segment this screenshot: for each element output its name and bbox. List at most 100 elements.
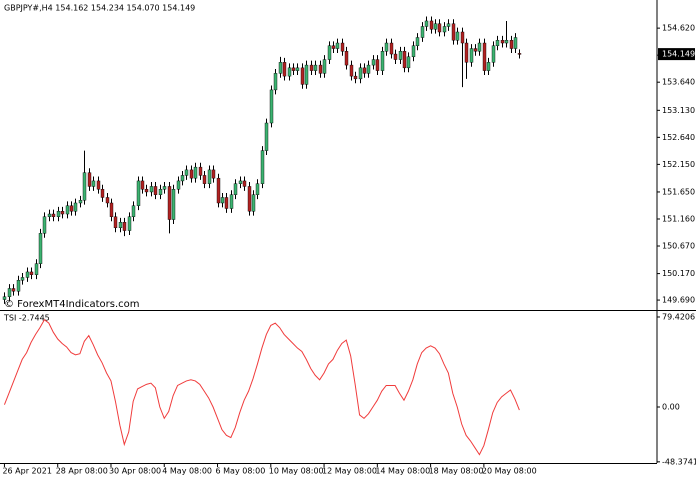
- candle-body: [420, 26, 425, 38]
- candle-body: [131, 205, 136, 217]
- candle-body: [469, 48, 474, 63]
- candle-body: [437, 23, 442, 33]
- y-tick-label: -48.3741: [662, 457, 696, 466]
- x-tick-label: 12 May 08:00: [322, 467, 377, 476]
- candle-body: [340, 42, 345, 52]
- candle-body: [7, 288, 12, 297]
- candle-body: [482, 42, 487, 71]
- candle-body: [153, 186, 158, 195]
- candle-body: [264, 122, 269, 151]
- candle-body: [216, 177, 221, 204]
- y-tick-label: 154.620: [662, 24, 695, 33]
- candle-body: [198, 166, 203, 176]
- indicator-line: [3, 318, 520, 456]
- current-price-box: [658, 48, 695, 61]
- candle-body: [82, 172, 87, 201]
- candle-body: [442, 26, 447, 33]
- candle-body: [500, 40, 505, 44]
- candle-body: [375, 59, 380, 71]
- candle-body: [273, 73, 278, 91]
- candle-body: [224, 197, 229, 209]
- y-tick-label: 152.640: [662, 133, 695, 142]
- candle-body: [65, 205, 70, 215]
- y-tick-label: 153.640: [662, 78, 695, 87]
- candle-body: [278, 62, 283, 74]
- x-tick-label: 20 May 08:00: [482, 467, 537, 476]
- y-tick-label: 152.150: [662, 160, 695, 169]
- candle-body: [309, 64, 314, 71]
- x-tick-label: 6 May 08:00: [216, 467, 266, 476]
- candle-body: [47, 213, 52, 217]
- candle-body: [411, 45, 416, 58]
- candle-body: [406, 56, 411, 69]
- candle-body: [335, 42, 340, 49]
- candle-body: [504, 40, 509, 44]
- x-tick-label: 30 Apr 08:00: [109, 467, 161, 476]
- candle-body: [127, 216, 132, 231]
- candle-body: [464, 42, 469, 63]
- candle-body: [42, 216, 47, 234]
- candle-body: [180, 175, 185, 182]
- candle-body: [176, 180, 181, 190]
- candle-body: [282, 62, 287, 77]
- candle-body: [287, 67, 292, 77]
- candle-body: [255, 183, 260, 195]
- candle-body: [69, 205, 74, 212]
- candle-body: [344, 51, 349, 66]
- indicator-legend: TSI -2.7445: [3, 314, 50, 323]
- candle-body: [11, 288, 16, 292]
- candle-body: [211, 169, 216, 179]
- candle-body: [105, 197, 110, 204]
- candle-body: [220, 197, 225, 204]
- candle-body: [300, 67, 305, 85]
- candle-body: [455, 31, 460, 41]
- candle-body: [433, 23, 438, 30]
- candle-body: [100, 188, 105, 198]
- candle-body: [25, 271, 30, 278]
- watermark: © ForexMT4Indicators.com: [4, 299, 140, 310]
- candle-body: [509, 40, 514, 49]
- current-price-label: 154.149: [662, 50, 695, 59]
- candle-body: [60, 211, 65, 215]
- candle-body: [429, 20, 434, 30]
- candle-body: [34, 263, 39, 275]
- chart-header: GBPJPY#,H4 154.162 154.234 154.070 154.1…: [4, 4, 195, 13]
- candle-body: [140, 180, 145, 190]
- candle-body: [495, 40, 500, 46]
- candle-body: [149, 186, 154, 193]
- candle-body: [313, 64, 318, 71]
- x-tick-label: 26 Apr 2021: [2, 467, 51, 476]
- candle-body: [384, 42, 389, 52]
- candle-body: [184, 169, 189, 176]
- candle-body: [87, 172, 92, 187]
- y-tick-label: 151.160: [662, 214, 695, 223]
- candle-body: [16, 280, 21, 292]
- candle-body: [144, 188, 149, 193]
- candle-body: [358, 67, 363, 80]
- candle-body: [304, 64, 309, 85]
- candle-body: [393, 53, 398, 60]
- candle-body: [477, 42, 482, 52]
- candle-body: [460, 31, 465, 44]
- candle-body: [91, 180, 96, 187]
- candle-body: [162, 186, 167, 190]
- candle-body: [349, 64, 354, 77]
- candle-body: [51, 213, 56, 217]
- candle-body: [366, 64, 371, 74]
- candle-body: [2, 296, 7, 300]
- candle-body: [29, 271, 34, 275]
- y-tick-label: 150.670: [662, 242, 695, 251]
- candle-body: [269, 89, 274, 124]
- candle-body: [473, 48, 478, 52]
- candle-body: [20, 277, 25, 281]
- candle-body: [371, 59, 376, 66]
- candle-body: [73, 202, 78, 212]
- candle-body: [327, 45, 332, 60]
- candle-body: [109, 202, 114, 217]
- candle-body: [242, 180, 247, 187]
- y-tick-label: 0.00: [662, 403, 680, 412]
- candle-body: [380, 51, 385, 71]
- candle-body: [238, 180, 243, 184]
- candle-body: [517, 53, 522, 55]
